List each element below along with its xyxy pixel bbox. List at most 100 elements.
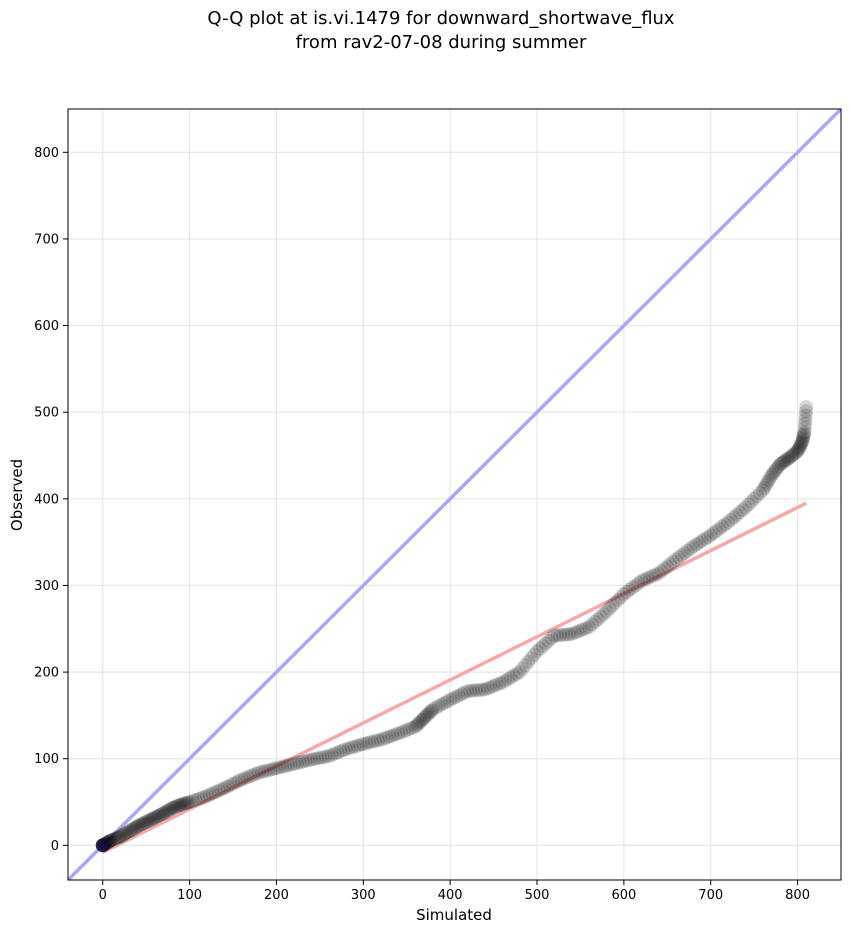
quantile-point	[226, 776, 241, 791]
quantile-point	[602, 601, 617, 616]
quantile-point	[593, 609, 608, 624]
quantile-point	[327, 746, 342, 761]
quantile-point	[556, 627, 571, 642]
quantile-point	[642, 570, 657, 585]
quantile-point	[765, 466, 780, 481]
quantile-point	[666, 554, 681, 569]
quantile-point	[689, 537, 704, 552]
quantile-point	[797, 420, 812, 435]
quantile-point	[418, 709, 433, 724]
quantile-point	[243, 769, 258, 784]
quantile-point	[660, 559, 675, 574]
chart-title: Q-Q plot at is.vi.1479 for downward_shor…	[207, 8, 675, 29]
quantile-point	[680, 543, 695, 558]
quantile-point	[405, 720, 420, 735]
quantile-point	[506, 668, 521, 683]
quantile-point	[532, 641, 547, 656]
quantile-point	[628, 578, 643, 593]
quantile-point	[422, 705, 437, 720]
quantile-point	[780, 452, 795, 467]
grid-lines	[68, 109, 841, 880]
quantile-point	[789, 445, 804, 460]
quantile-point	[541, 633, 556, 648]
quantile-point	[796, 430, 811, 445]
quantile-point	[307, 752, 322, 767]
quantile-point	[105, 832, 120, 847]
quantile-point	[605, 598, 620, 613]
quantile-point	[127, 821, 142, 836]
quantile-point	[150, 809, 165, 824]
quantile-point	[257, 764, 272, 779]
quantile-point	[776, 455, 791, 470]
quantile-point	[463, 683, 478, 698]
quantile-point	[692, 535, 707, 550]
quantile-point	[793, 438, 808, 453]
quantile-point	[370, 733, 385, 748]
quantile-point	[260, 763, 275, 778]
quantile-point	[538, 636, 553, 651]
quantile-point	[391, 726, 406, 741]
quantile-point	[527, 647, 542, 662]
quantile-point	[797, 425, 812, 440]
quantile-point	[344, 740, 359, 755]
quantile-point	[188, 793, 203, 808]
quantile-point	[718, 517, 733, 532]
quantile-point	[798, 416, 813, 431]
quantile-point	[396, 724, 411, 739]
quantile-point	[181, 795, 196, 810]
quantile-point	[364, 734, 379, 749]
quantile-point	[382, 729, 397, 744]
quantile-point	[773, 457, 788, 472]
quantile-point	[333, 744, 348, 759]
quantile-point	[421, 706, 436, 721]
quantile-point	[165, 801, 180, 816]
quantile-point	[797, 426, 812, 441]
quantile-point	[408, 719, 423, 734]
y-axis-ticks: 0 100 200 300 400 500 600 700 800	[34, 146, 68, 854]
quantile-point	[634, 574, 649, 589]
quantile-point	[117, 827, 132, 842]
quantile-point	[412, 715, 427, 730]
quantile-point	[220, 779, 235, 794]
quantile-point	[561, 627, 576, 642]
quantile-point	[786, 447, 801, 462]
quantile-point	[347, 739, 362, 754]
quantile-point	[460, 684, 475, 699]
quantile-point	[149, 809, 164, 824]
quantile-point	[515, 661, 530, 676]
quantile-point	[175, 797, 190, 812]
quantile-point	[240, 770, 255, 785]
quantile-point	[729, 507, 744, 522]
quantile-point	[781, 451, 796, 466]
quantile-point	[755, 483, 770, 498]
quantile-point	[163, 801, 178, 816]
quantile-point	[686, 539, 701, 554]
quantile-point	[741, 497, 756, 512]
quantile-point	[767, 464, 782, 479]
quantile-point	[376, 731, 391, 746]
y-tick-label: 300	[34, 579, 59, 594]
quantile-point	[252, 765, 267, 780]
quantile-point	[587, 614, 602, 629]
quantile-point	[784, 448, 799, 463]
quantile-point	[492, 676, 507, 691]
quantile-point	[774, 456, 789, 471]
y-tick-label: 100	[34, 752, 59, 767]
quantile-point	[159, 804, 174, 819]
quantile-point	[223, 778, 238, 793]
quantile-point	[625, 580, 640, 595]
quantile-point	[616, 587, 631, 602]
quantile-point	[312, 750, 327, 765]
regression-line	[101, 501, 808, 854]
quantile-point	[295, 754, 310, 769]
quantile-point	[419, 708, 434, 723]
x-tick-label: 800	[785, 888, 810, 903]
quantile-point	[283, 757, 298, 772]
chart-subtitle: from rav2-07-08 during summer	[296, 32, 587, 53]
quantile-point	[108, 831, 123, 846]
quantile-point	[454, 687, 469, 702]
quantile-point	[318, 749, 333, 764]
quantile-point	[254, 764, 269, 779]
quantile-point	[783, 449, 798, 464]
quantile-point	[798, 412, 813, 427]
